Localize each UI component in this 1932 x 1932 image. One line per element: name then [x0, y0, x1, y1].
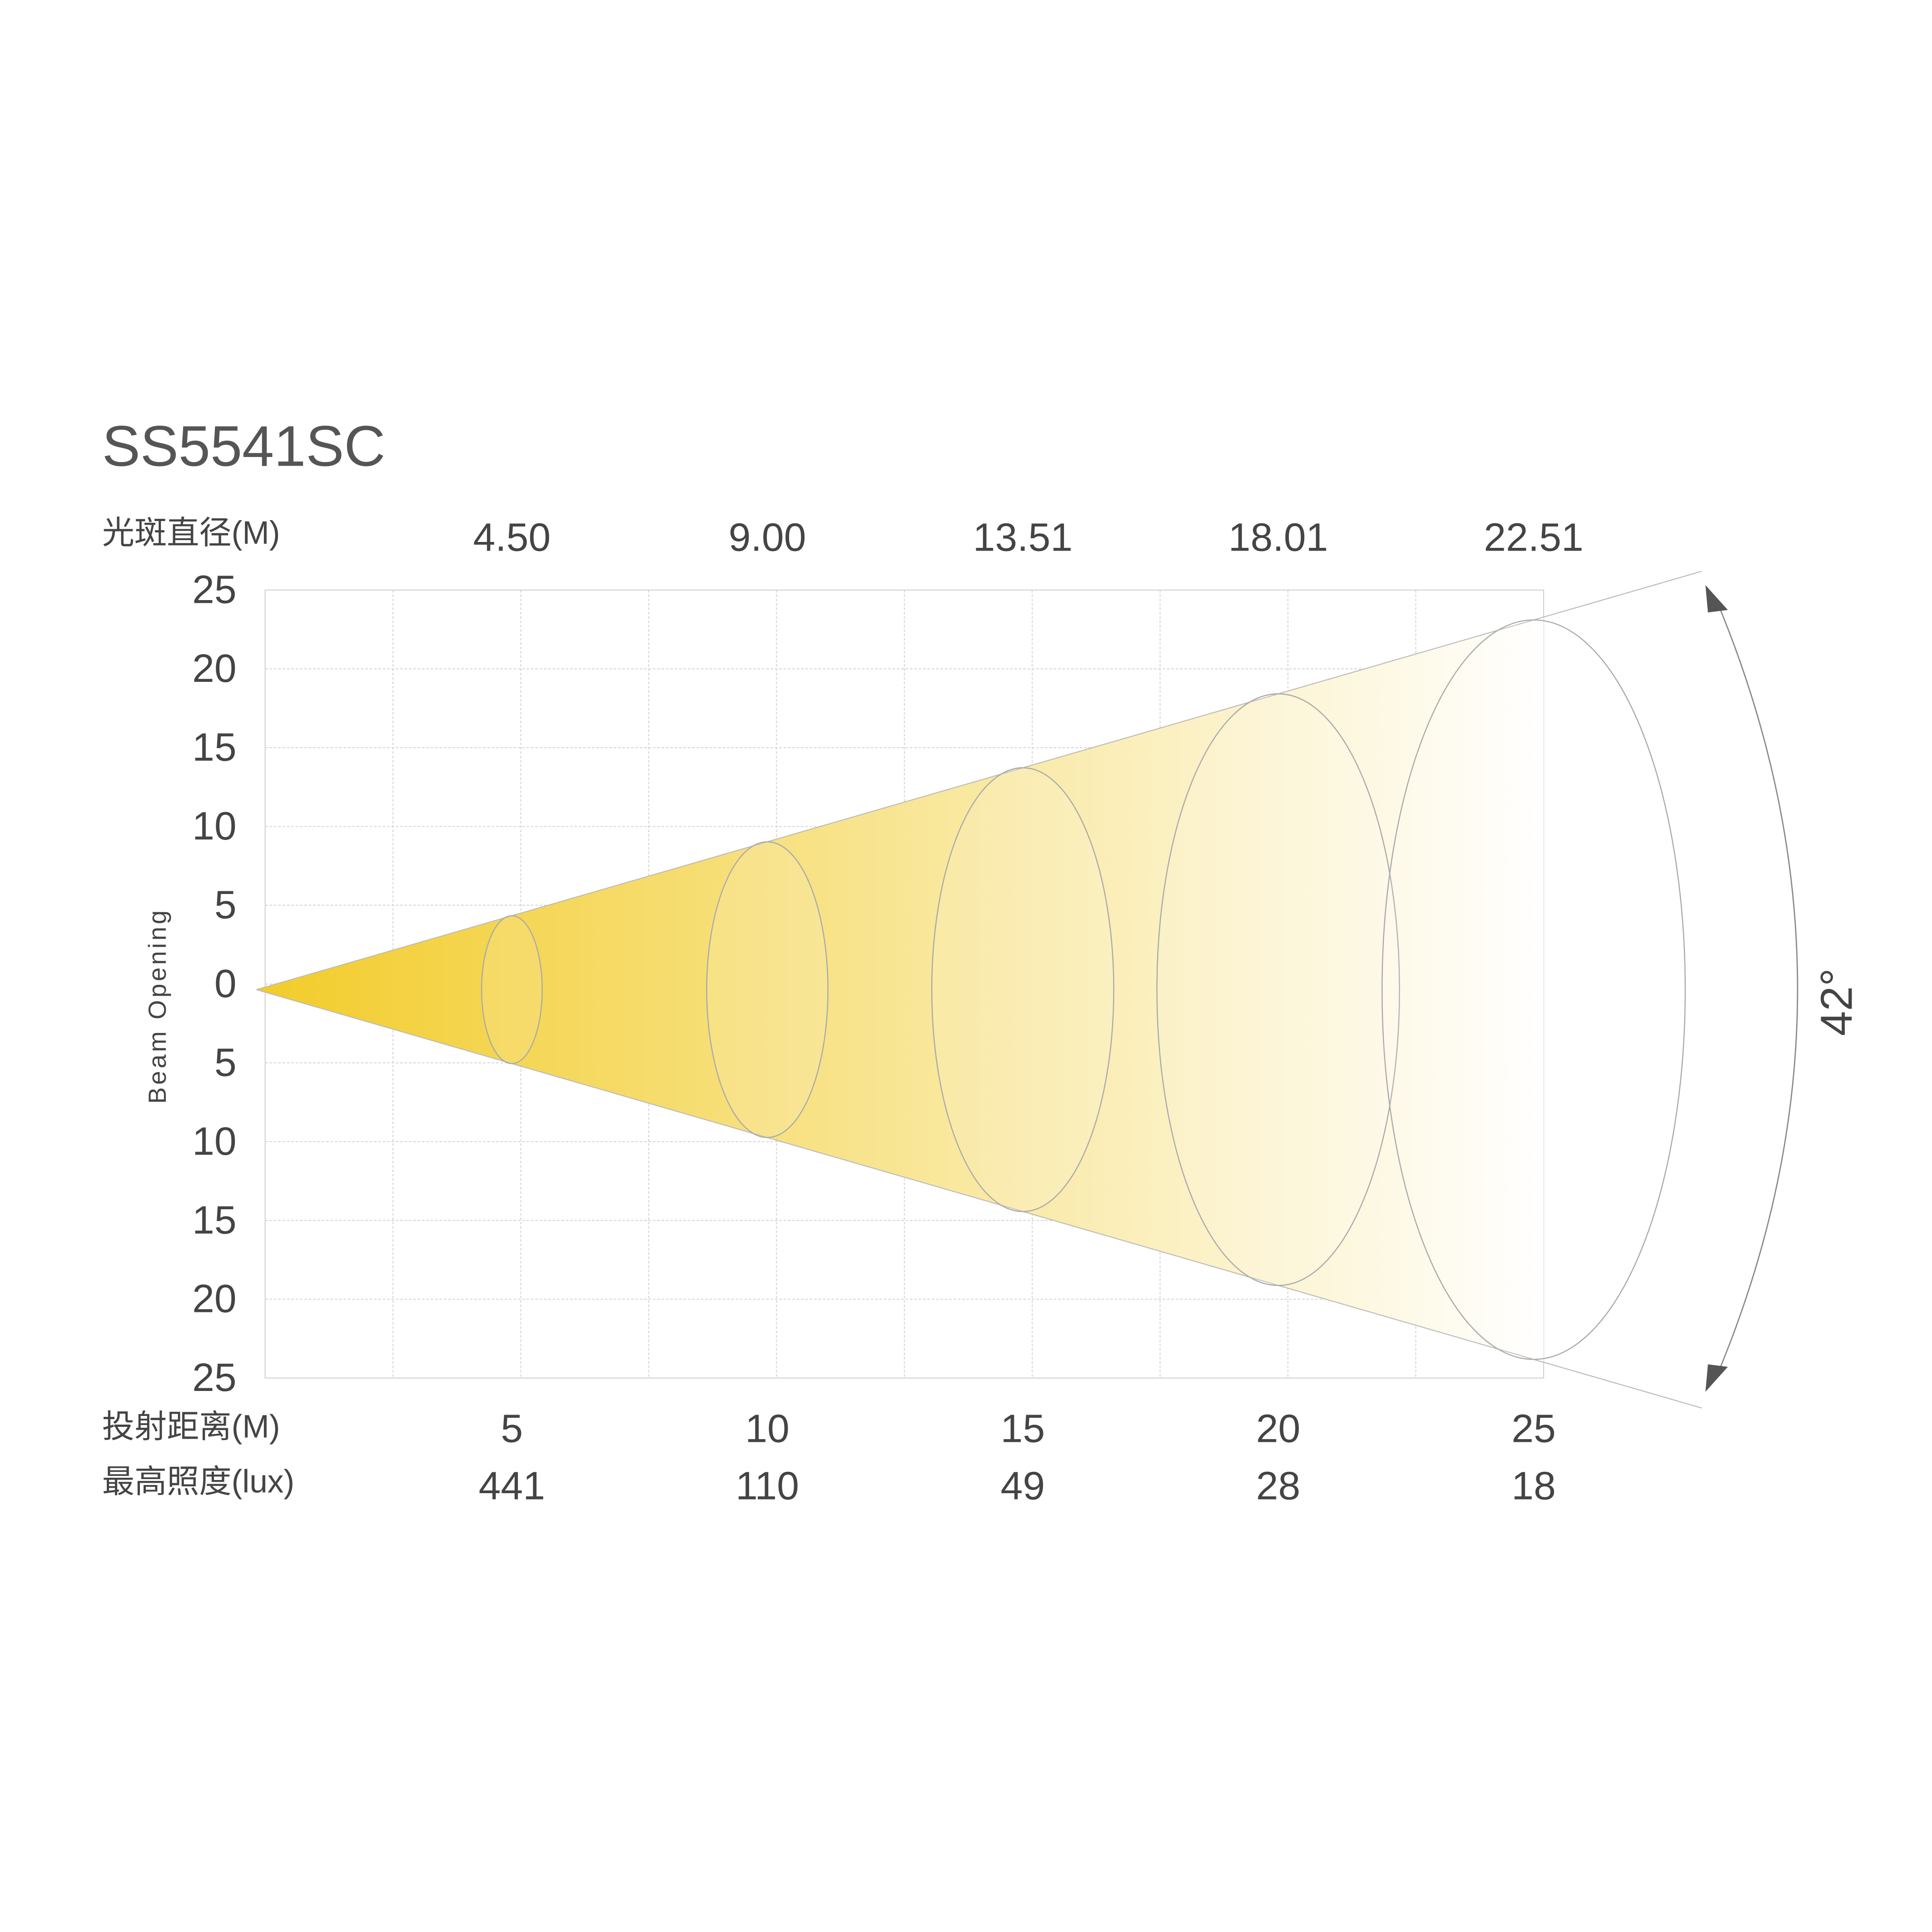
diameter-value: 18.01: [1228, 515, 1328, 559]
distance-value: 15: [1001, 1406, 1045, 1451]
y-tick-label: 15: [192, 725, 237, 769]
lux-label: 最高照度(lux): [102, 1464, 294, 1500]
y-tick-label: 25: [192, 1355, 237, 1400]
lux-value: 28: [1256, 1464, 1301, 1508]
lux-value: 18: [1511, 1464, 1556, 1508]
y-tick-label: 0: [214, 961, 237, 1006]
y-tick-label: 15: [192, 1197, 237, 1242]
arrow-head: [1705, 585, 1728, 613]
y-tick-label: 5: [214, 1040, 237, 1084]
y-tick-label: 10: [192, 1119, 237, 1163]
distance-value: 25: [1511, 1406, 1556, 1451]
y-tick-label: 20: [192, 1276, 237, 1321]
diameter-value: 13.51: [973, 515, 1073, 559]
beam-spot: [481, 915, 543, 1064]
arrow-head: [1705, 1364, 1728, 1392]
beam-spot: [931, 767, 1114, 1212]
beam-cone: [256, 617, 1544, 1362]
distance-label: 投射距离(M): [102, 1409, 280, 1445]
lux-value: 110: [735, 1464, 799, 1508]
lux-value: 49: [1001, 1464, 1045, 1508]
beam-spot: [1381, 619, 1686, 1360]
beam-group: [256, 617, 1544, 1362]
distance-value: 20: [1256, 1406, 1301, 1451]
beam-angle-arc: [1714, 597, 1798, 1380]
beam-edge: [256, 571, 1702, 990]
y-axis-label: Beam Opening: [143, 908, 171, 1104]
chart-title: SS5541SC: [102, 414, 386, 478]
beam-spot: [706, 841, 829, 1138]
beam-edge: [256, 989, 1702, 1409]
y-tick-label: 5: [214, 882, 237, 927]
y-tick-label: 20: [192, 646, 237, 690]
distance-value: 5: [501, 1406, 523, 1451]
beam-spot: [1156, 693, 1400, 1286]
diameter-value: 9.00: [729, 515, 806, 559]
distance-value: 10: [745, 1406, 790, 1451]
diameter-value: 22.51: [1484, 515, 1583, 559]
diameter-value: 4.50: [473, 515, 551, 559]
y-tick-label: 10: [192, 804, 237, 848]
y-tick-label: 25: [192, 567, 237, 612]
diameter-label: 光斑直径(M): [102, 515, 280, 551]
beam-angle-label: 42°: [1811, 968, 1861, 1036]
lux-value: 441: [479, 1464, 545, 1508]
